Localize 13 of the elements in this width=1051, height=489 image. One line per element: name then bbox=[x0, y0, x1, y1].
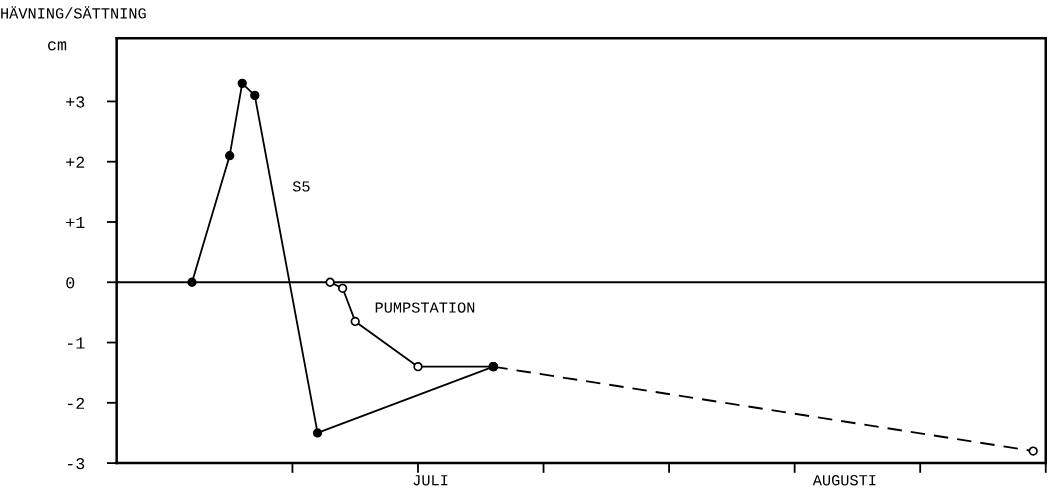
x-tick-label: AUGUSTI bbox=[812, 475, 876, 486]
y-axis-title: cm bbox=[48, 41, 67, 51]
y-tick-label: +2 bbox=[66, 156, 85, 168]
y-tick-label: +1 bbox=[66, 217, 85, 229]
y-tick-label: +3 bbox=[66, 96, 85, 108]
y-tick-label: -2 bbox=[67, 397, 85, 409]
y-tick-label: -1 bbox=[67, 337, 85, 349]
series-label: PUMPSTATION bbox=[375, 302, 475, 313]
chart-title: HÄVNING/SÄTTNING bbox=[1, 6, 146, 19]
y-tick-label: 0 bbox=[66, 277, 75, 289]
x-tick-label: JULI bbox=[413, 475, 448, 486]
y-tick-label: -3 bbox=[67, 457, 85, 470]
series-label: S5 bbox=[292, 181, 310, 192]
